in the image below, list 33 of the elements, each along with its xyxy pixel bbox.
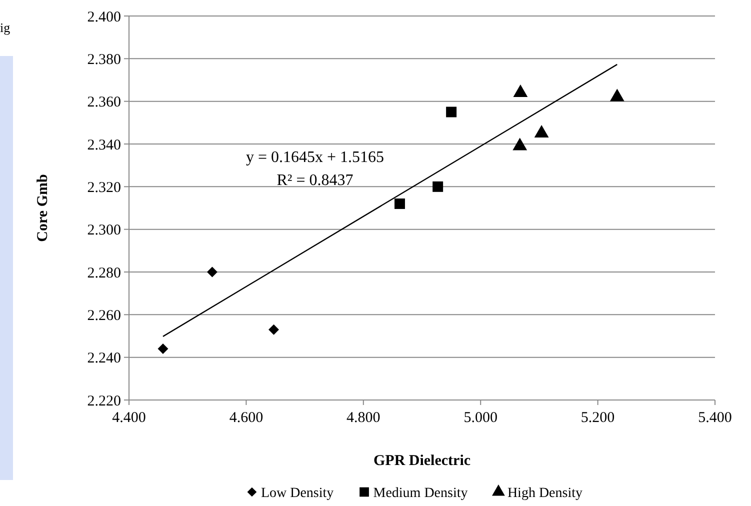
legend-label: High Density xyxy=(507,486,583,501)
point xyxy=(432,181,444,192)
x-tick-label: 4.400 xyxy=(112,410,146,426)
y-tick-label: 2.340 xyxy=(87,137,121,154)
y-tick-label: 2.400 xyxy=(87,9,121,26)
x-tick-label: 4.600 xyxy=(229,410,264,426)
x-tick-label: 4.800 xyxy=(346,410,380,426)
y-axis-title: Core Gmb xyxy=(35,174,51,242)
point xyxy=(512,138,528,150)
x-tick-label: 5.000 xyxy=(464,410,498,426)
y-tick-label: 2.220 xyxy=(87,393,121,410)
y-tick-label: 2.320 xyxy=(87,180,121,196)
point xyxy=(513,84,528,97)
annotation: R² = 0.8437 xyxy=(276,172,354,189)
y-tick-label: 2.360 xyxy=(87,94,121,111)
point xyxy=(268,324,279,335)
point xyxy=(158,344,168,354)
point xyxy=(534,125,549,138)
y-tick-label: 2.280 xyxy=(87,265,121,282)
y-tick-label: 2.380 xyxy=(87,52,121,68)
legend-label: Low Density xyxy=(260,486,334,501)
y-tick-label: 2.300 xyxy=(87,222,121,239)
point xyxy=(394,198,405,209)
y-tick-label: 2.260 xyxy=(87,308,121,324)
legend-label: Medium Density xyxy=(373,486,468,501)
x-tick-label: 5.200 xyxy=(580,410,615,426)
text: ig xyxy=(0,20,11,35)
x-tick-label: 5.400 xyxy=(698,410,732,426)
y-tick-label: 2.240 xyxy=(87,350,121,367)
x-axis-title: GPR Dielectric xyxy=(373,453,471,469)
point xyxy=(610,88,624,102)
point xyxy=(206,266,218,278)
annotation: y = 0.1645x + 1.5165 xyxy=(246,149,384,166)
